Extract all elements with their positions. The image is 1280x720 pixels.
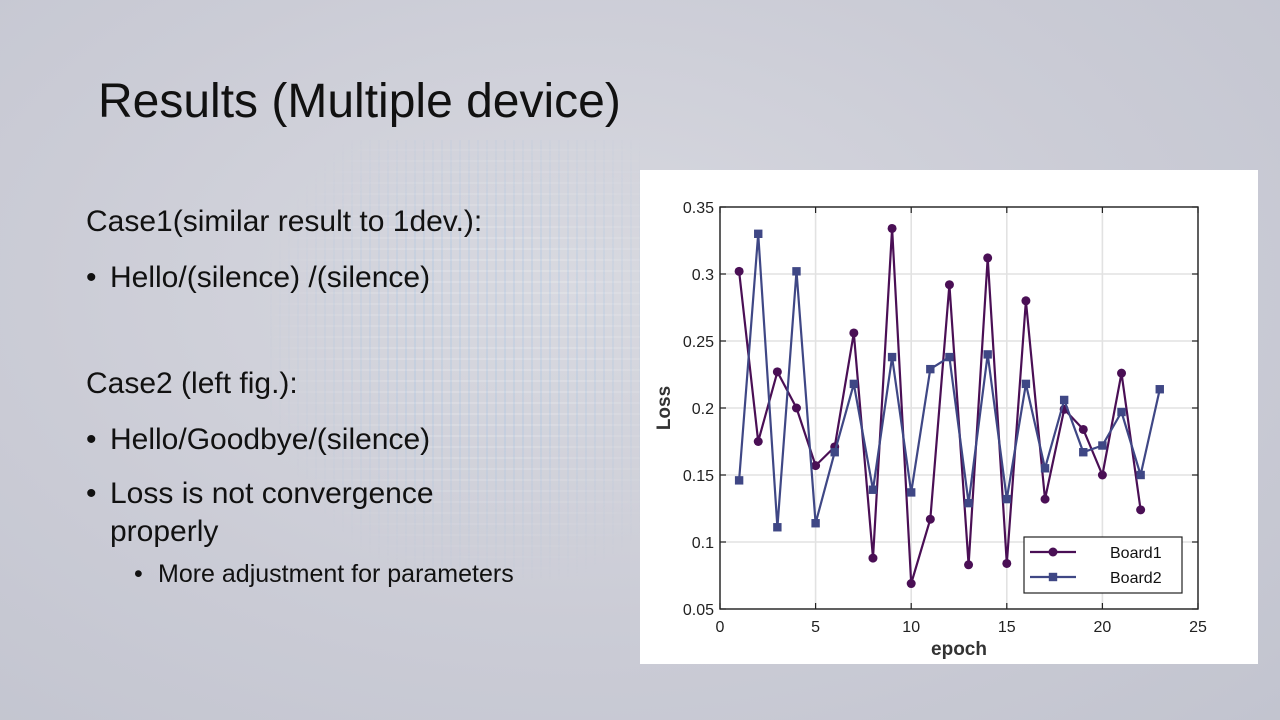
data-point-board2 [811,519,820,528]
data-point-board2 [926,364,935,374]
data-point-board1 [772,367,782,377]
y-tick-label: 0.25 [683,334,714,351]
data-point-board2 [754,229,763,238]
data-point-board1 [1117,368,1127,378]
data-point-board2 [792,267,801,276]
bullet-text: Hello/(silence) /(silence) [110,261,431,294]
y-axis-label: Loss [654,386,675,430]
data-point-board1 [887,223,897,233]
data-point-board2 [1021,379,1031,389]
data-point-board1 [906,579,916,589]
loss-chart-svg: 0 5 10 15 20 25 0.05 0.1 0.15 0.2 0.25 0.3 0.35 epoch… [654,200,1207,660]
data-point-board2 [849,379,859,389]
data-point-board2 [1040,464,1050,473]
bullet-dot: • [86,423,97,456]
sub-bullet-text: More adjustment for parameters [158,560,514,588]
data-point-board1 [925,514,935,524]
y-tick-label: 0.05 [683,602,714,619]
data-point-board2 [1098,441,1107,450]
data-point-board1 [983,253,993,263]
y-tick-label: 0.15 [683,468,714,485]
data-point-board2 [964,498,973,508]
legend-label-board2: Board2 [1110,570,1162,587]
data-point-board2 [734,476,744,485]
data-point-board1 [811,461,821,471]
loss-chart: 0 5 10 15 20 25 0.05 0.1 0.15 0.2 0.25 0.3 0.35 epoch… [640,170,1258,664]
case1-heading: Case1(similar result to 1dev.): [86,205,483,238]
y-tick-label: 0.3 [692,267,714,284]
case1-bullet: • Hello/(silence) /(silence) [86,259,430,297]
data-point-board1 [791,403,801,413]
y-tick-label: 0.1 [692,535,714,552]
data-point-board1 [1097,470,1107,480]
x-tick-label: 15 [998,619,1016,636]
data-point-board2 [983,350,992,359]
data-point-board1 [1021,296,1031,306]
data-point-board2 [907,488,916,497]
data-point-board2 [1059,395,1069,405]
data-point-board2 [1136,470,1145,480]
data-point-board2 [887,352,897,362]
data-point-board2 [868,485,878,494]
case2-sub-bullet: • More adjustment for parameters [134,560,514,589]
data-point-board2 [945,352,954,362]
bullet-text: Hello/Goodbye/(silence) [110,423,431,456]
case2-heading: Case2 (left fig.): [86,367,298,400]
series-line-board1 [738,227,1142,585]
x-tick-label: 25 [1189,619,1207,636]
x-tick-label: 0 [716,619,725,636]
data-point-board1 [1002,558,1012,568]
case2-bullet: • Hello/Goodbye/(silence) [86,421,430,459]
axes-box [719,206,1199,610]
data-point-board1 [734,266,744,276]
data-point-board1 [753,437,763,446]
data-point-board2 [1155,385,1164,394]
bullet-dot: • [134,560,143,588]
legend-label-board1: Board1 [1110,545,1162,562]
case2-bullet: • Loss is not convergence properly [86,475,506,551]
data-point-board1 [849,328,859,338]
legend-marker-board1 [1048,547,1058,557]
bullet-text: Loss is not convergence properly [110,477,434,548]
y-tick-label: 0.35 [683,200,714,217]
data-point-board1 [1078,424,1088,434]
data-point-board2 [1117,407,1126,417]
data-point-board1 [944,280,954,290]
legend-box [1023,536,1183,594]
x-axis-label: epoch [931,639,987,660]
data-point-board2 [1002,494,1011,504]
data-point-board2 [1079,448,1088,457]
x-tick-label: 20 [1094,619,1112,636]
data-point-board1 [1040,494,1050,504]
slide-title: Results (Multiple device) [98,75,621,128]
data-point-board2 [773,523,782,532]
data-point-board2 [830,448,839,457]
x-tick-label: 5 [811,619,820,636]
bullet-dot: • [86,477,97,510]
legend-marker-board2 [1048,572,1058,582]
background-binary-pattern [270,140,640,580]
y-tick-label: 0.2 [692,401,714,418]
x-tick-label: 10 [902,619,920,636]
bullet-dot: • [86,261,97,294]
data-point-board1 [868,553,878,563]
data-point-board1 [964,560,974,570]
data-point-board1 [1136,505,1146,515]
